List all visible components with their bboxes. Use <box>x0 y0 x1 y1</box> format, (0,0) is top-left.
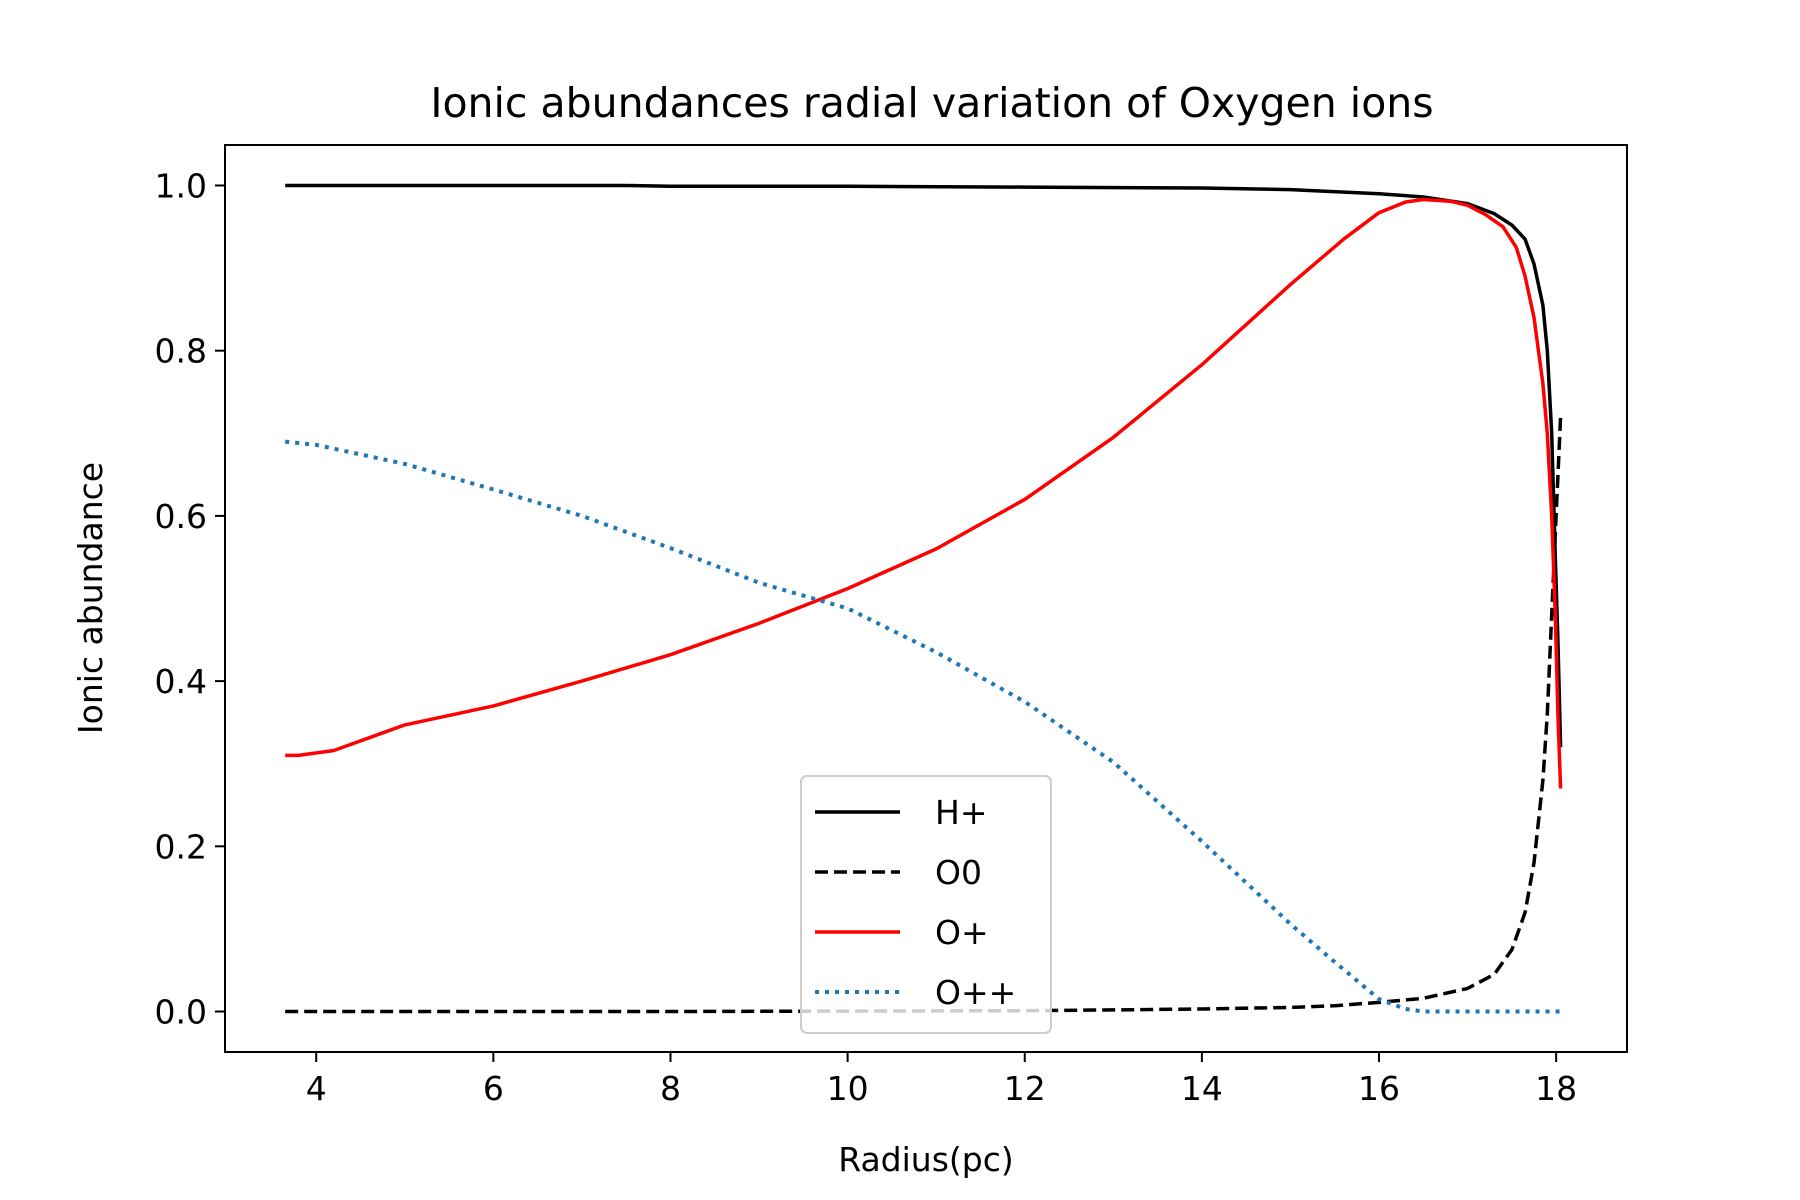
plot-frame <box>224 144 1628 1053</box>
y-tick-label: 0.2 <box>155 827 207 866</box>
y-axis: 0.0 0.2 0.4 0.6 0.8 1.0 <box>155 166 225 1032</box>
x-axis-label: Radius(pc) <box>838 1140 1014 1179</box>
legend-label-o0: O0 <box>935 853 982 892</box>
plot-area <box>284 183 1563 1014</box>
series-line-h-plus <box>285 183 1563 748</box>
legend-box <box>800 775 1052 1034</box>
legend-label-h-plus: H+ <box>935 793 987 832</box>
x-tick-label: 8 <box>660 1069 681 1108</box>
x-tick-label: 12 <box>1004 1069 1046 1108</box>
x-tick-label: 16 <box>1358 1069 1400 1108</box>
legend-label-o-plus: O+ <box>935 913 989 952</box>
y-axis-label: Ionic abundance <box>71 462 110 734</box>
x-tick-label: 10 <box>827 1069 869 1108</box>
y-tick-label: 0.0 <box>155 993 207 1032</box>
series-line-o0 <box>285 416 1563 1014</box>
legend: H+ O0 O+ O++ <box>800 775 1052 1034</box>
legend-label-o-plus-plus: O++ <box>935 973 1016 1012</box>
y-tick-label: 0.6 <box>155 497 207 536</box>
chart-title: Ionic abundances radial variation of Oxy… <box>430 79 1433 127</box>
y-tick-label: 0.8 <box>155 332 207 371</box>
x-tick-label: 18 <box>1535 1069 1577 1108</box>
series-line-o-plus <box>285 197 1563 789</box>
y-tick-label: 1.0 <box>155 166 207 205</box>
x-tick-label: 14 <box>1181 1069 1223 1108</box>
series-line-o-plus-plus <box>284 439 1561 1014</box>
x-axis: 4 6 8 10 12 14 16 18 <box>306 1052 1577 1108</box>
x-tick-label: 4 <box>306 1069 327 1108</box>
y-tick-label: 0.4 <box>155 662 207 701</box>
x-tick-label: 6 <box>483 1069 504 1108</box>
